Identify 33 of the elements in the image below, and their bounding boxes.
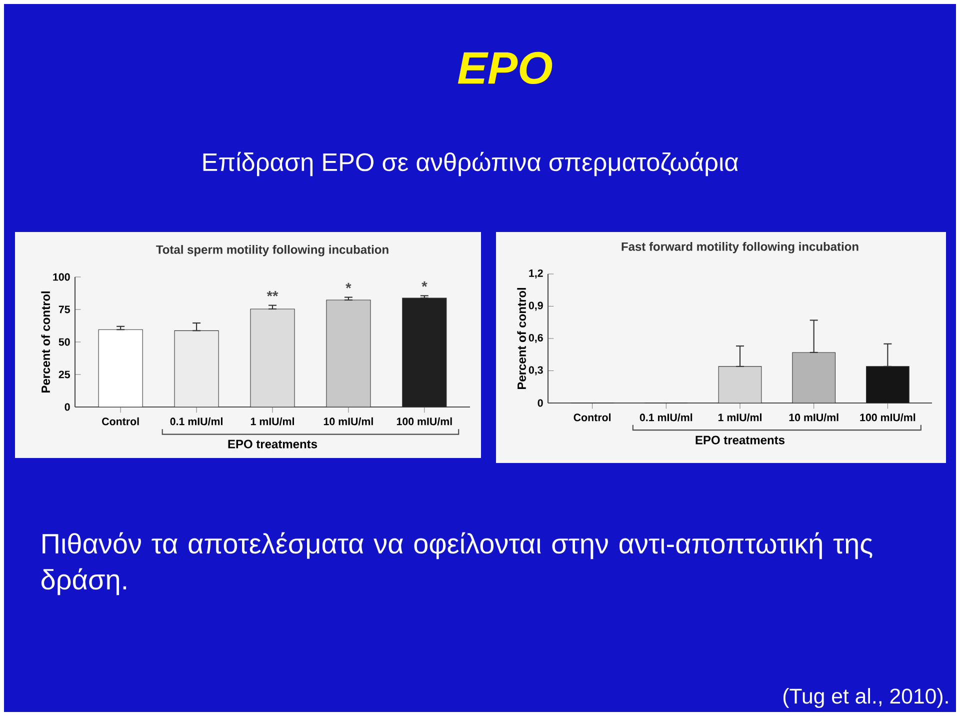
annotation: * [422,281,428,287]
x-tick-label: 0.1 mIU/ml [640,413,692,422]
text: (Tug et al., 2010). [783,688,948,708]
chart-title: Fast forward motility following incubation [622,242,858,254]
y-tick-label: 1,2 [529,269,543,279]
y-axis-title: Percent of control [41,292,50,393]
annotation: ** [266,290,278,296]
chart-title: Total sperm motility following incubation [156,245,388,256]
y-tick-label: 75 [58,306,70,314]
x-tick-label: 10 mIU/ml [324,417,373,426]
y-tick-label: 0,9 [528,302,543,311]
y-tick-label: 100 [53,273,70,281]
y-axis-title: Percent of control [517,288,526,390]
x-tick-label: 1 mIU/ml [718,413,762,422]
y-tick-label: 0 [538,399,543,407]
x-tick-label: 10 mIU/ml [789,413,838,422]
x-axis-title: EPO treatments [696,436,785,444]
annotation: * [346,282,352,288]
y-tick-label: 50 [58,338,70,346]
x-tick-label: 100 mIU/ml [396,417,452,426]
x-tick-label: 100 mIU/ml [860,413,916,422]
x-tick-label: 1 mIU/ml [250,417,294,426]
x-tick-label: Control [574,413,611,422]
y-tick-label: 0,6 [528,334,543,344]
x-tick-label: Control [102,417,139,426]
x-axis-title: EPO treatments [228,440,318,448]
y-tick-label: 0,3 [528,366,543,376]
x-tick-label: 0.1 mIU/ml [170,417,222,426]
y-tick-label: 0 [64,403,70,411]
text: Πιθανόν τα αποτελέσματα να οφείλονται στην αντι-αποπτωτική της δράση. [41,532,872,596]
text: Επίδραση EPO σε ανθρώπινα σπερματοζωάρια [203,152,738,176]
text: EPO [458,52,552,84]
y-tick-label: 25 [58,370,70,378]
